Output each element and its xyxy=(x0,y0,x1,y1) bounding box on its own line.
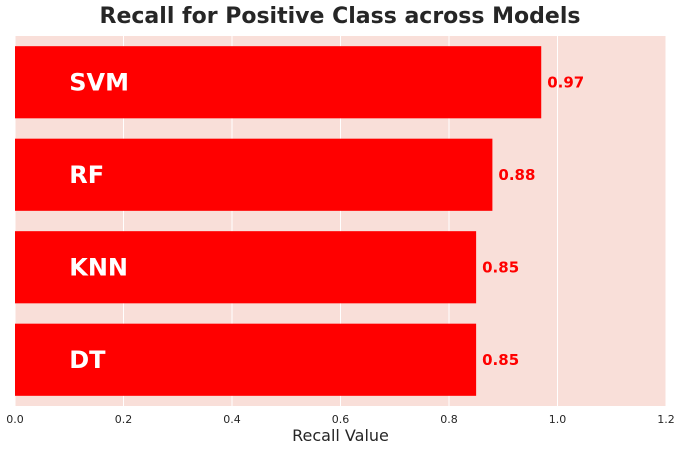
x-tick-label: 0.6 xyxy=(332,413,350,426)
bars: SVM 0.97 RF 0.88 KNN 0.85 DT 0.85 xyxy=(15,46,584,396)
value-label: 0.85 xyxy=(482,258,519,276)
category-label: KNN xyxy=(69,253,128,281)
chart-title: Recall for Positive Class across Models xyxy=(100,4,581,29)
bar-svm xyxy=(15,46,542,119)
x-tick-label: 1.2 xyxy=(657,413,675,426)
x-tick-label: 0.2 xyxy=(115,413,133,426)
x-tick-label: 0.4 xyxy=(223,413,241,426)
x-tick-label: 0.8 xyxy=(440,413,458,426)
category-label: DT xyxy=(69,346,106,374)
category-label: RF xyxy=(69,161,104,189)
value-label: 0.88 xyxy=(498,166,535,184)
bar-dt xyxy=(15,323,477,396)
bar-knn xyxy=(15,231,477,304)
x-tick-label: 0.0 xyxy=(6,413,24,426)
category-label: SVM xyxy=(69,68,129,96)
x-axis-ticks: 0.0 0.2 0.4 0.6 0.8 1.0 1.2 xyxy=(6,413,675,426)
x-axis-label: Recall Value xyxy=(292,426,389,445)
x-tick-label: 1.0 xyxy=(549,413,567,426)
value-label: 0.85 xyxy=(482,351,519,369)
value-label: 0.97 xyxy=(547,73,584,91)
bar-rf xyxy=(15,138,493,211)
